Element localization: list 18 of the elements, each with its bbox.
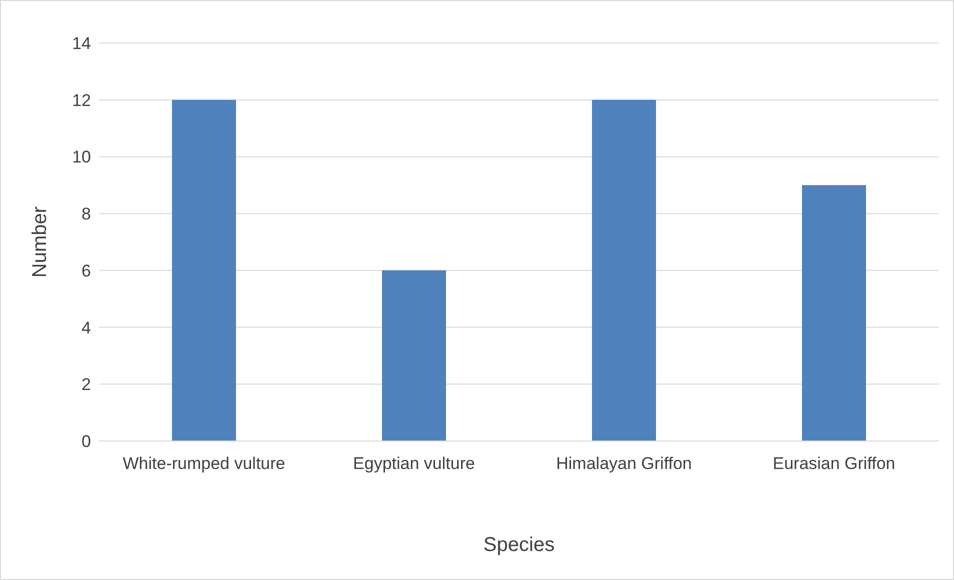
x-tick-label: Himalayan Griffon [556,454,692,474]
bar [172,100,236,441]
x-tick-label: Egyptian vulture [353,454,475,474]
y-tick-label: 6 [82,261,91,280]
y-tick-label: 4 [82,318,91,338]
bar [802,185,866,441]
y-tick-label: 14 [72,34,91,54]
y-tick-label: 12 [72,90,91,110]
y-tick-label: 0 [82,432,91,452]
y-tick-label: 8 [82,204,91,224]
bar [382,270,446,441]
x-tick-label: White-rumped vulture [122,454,286,474]
y-tick-label: 10 [72,148,91,167]
x-axis-title: Species [483,534,555,556]
x-tick-label: Eurasian Griffon [772,454,896,474]
bar [592,100,656,441]
y-axis-title: Number [29,206,52,278]
y-tick-label: 2 [82,375,91,394]
